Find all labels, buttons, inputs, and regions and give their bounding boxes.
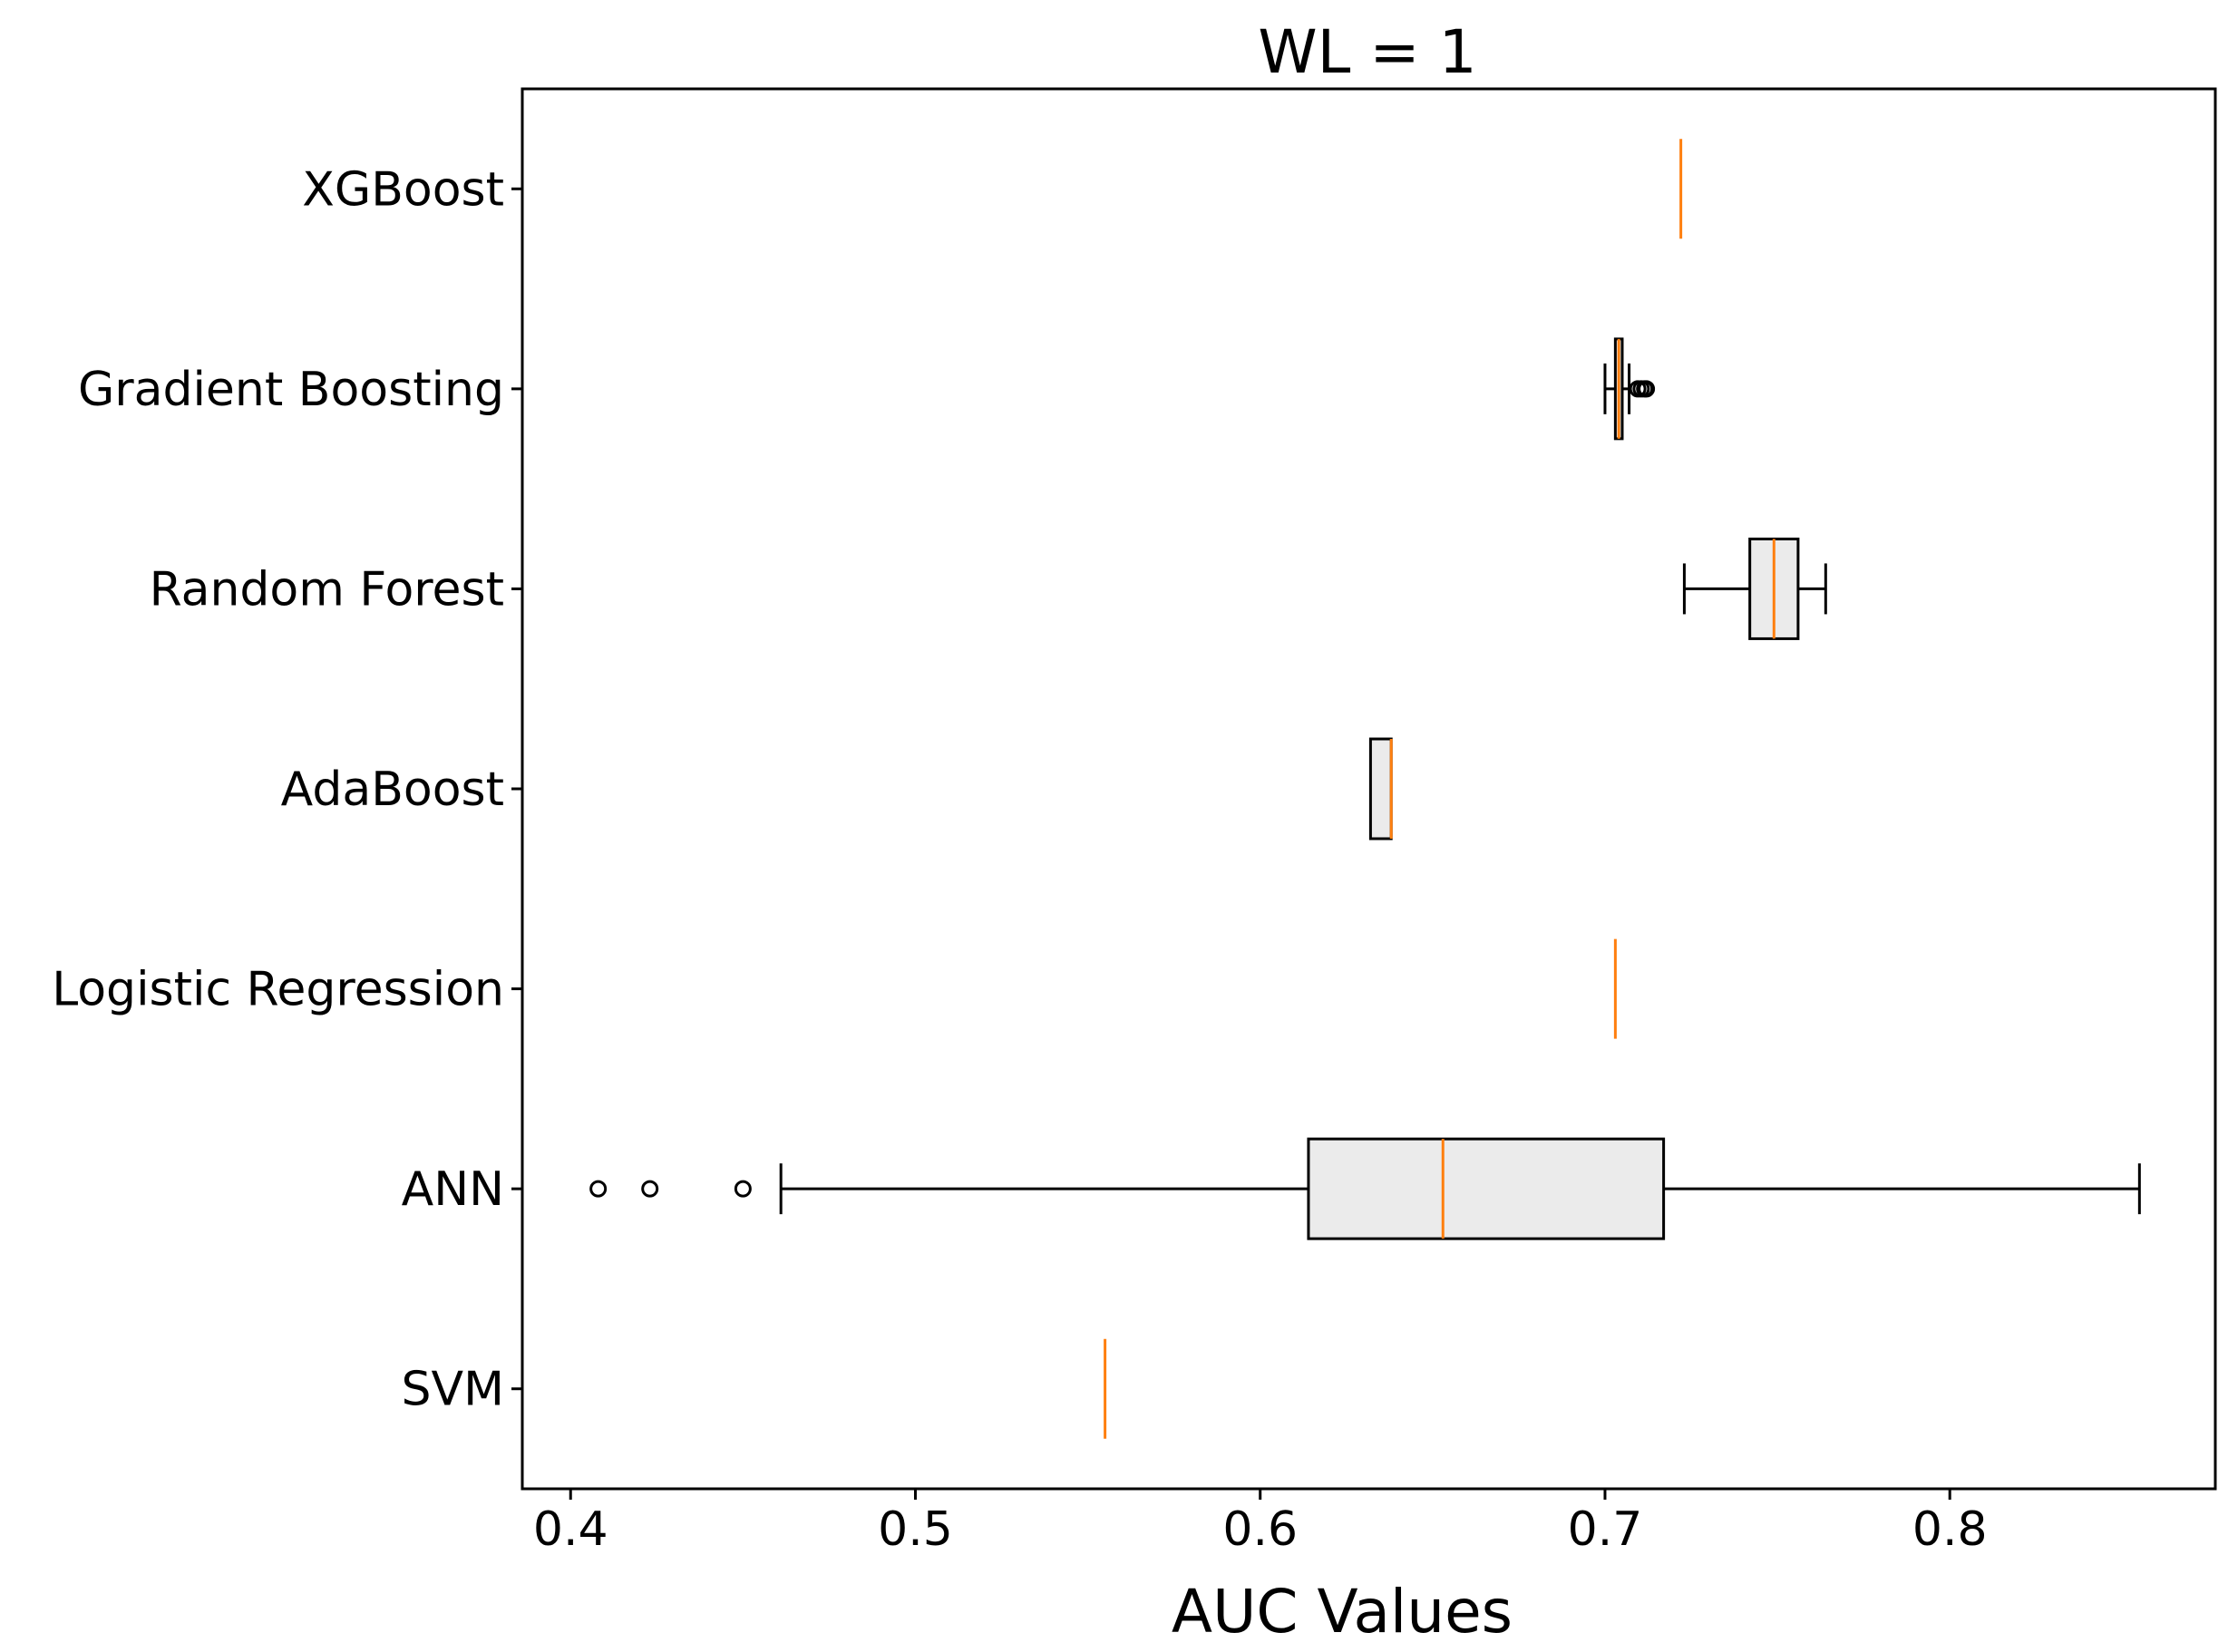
x-tick-label: 0.7 [1568, 1502, 1643, 1557]
y-tick-label: Random Forest [150, 562, 504, 617]
outlier-point [734, 1180, 752, 1198]
box [1368, 737, 1393, 841]
x-tick-label: 0.8 [1912, 1502, 1988, 1557]
outlier-point [641, 1180, 659, 1198]
box-group [1368, 737, 1393, 841]
x-axis-label: AUC Values [1172, 1577, 1513, 1647]
box-group [1682, 537, 1827, 640]
plot-area [589, 139, 2141, 1439]
y-tick-label: XGBoost [302, 162, 504, 217]
y-tick-label: SVM [402, 1363, 504, 1417]
outlier-point [1638, 380, 1656, 398]
y-tick-label: Logistic Regression [52, 963, 504, 1017]
y-tick-label: Gradient Boosting [78, 363, 504, 417]
axes: XGBoost Gradient Boosting Random Forest Ada… [52, 162, 1987, 1557]
plot-frame [521, 87, 2217, 1491]
outlier-point [589, 1180, 608, 1198]
box-group [1603, 337, 1656, 441]
x-tick-label: 0.5 [878, 1502, 953, 1557]
chart-title: WL = 1 [1258, 17, 1476, 87]
y-tick-label: ANN [402, 1162, 504, 1217]
y-tick-label: AdaBoost [281, 763, 504, 817]
box [1307, 1137, 1666, 1240]
x-tick-label: 0.4 [533, 1502, 608, 1557]
x-tick-label: 0.6 [1222, 1502, 1298, 1557]
box-group [589, 1137, 2141, 1240]
